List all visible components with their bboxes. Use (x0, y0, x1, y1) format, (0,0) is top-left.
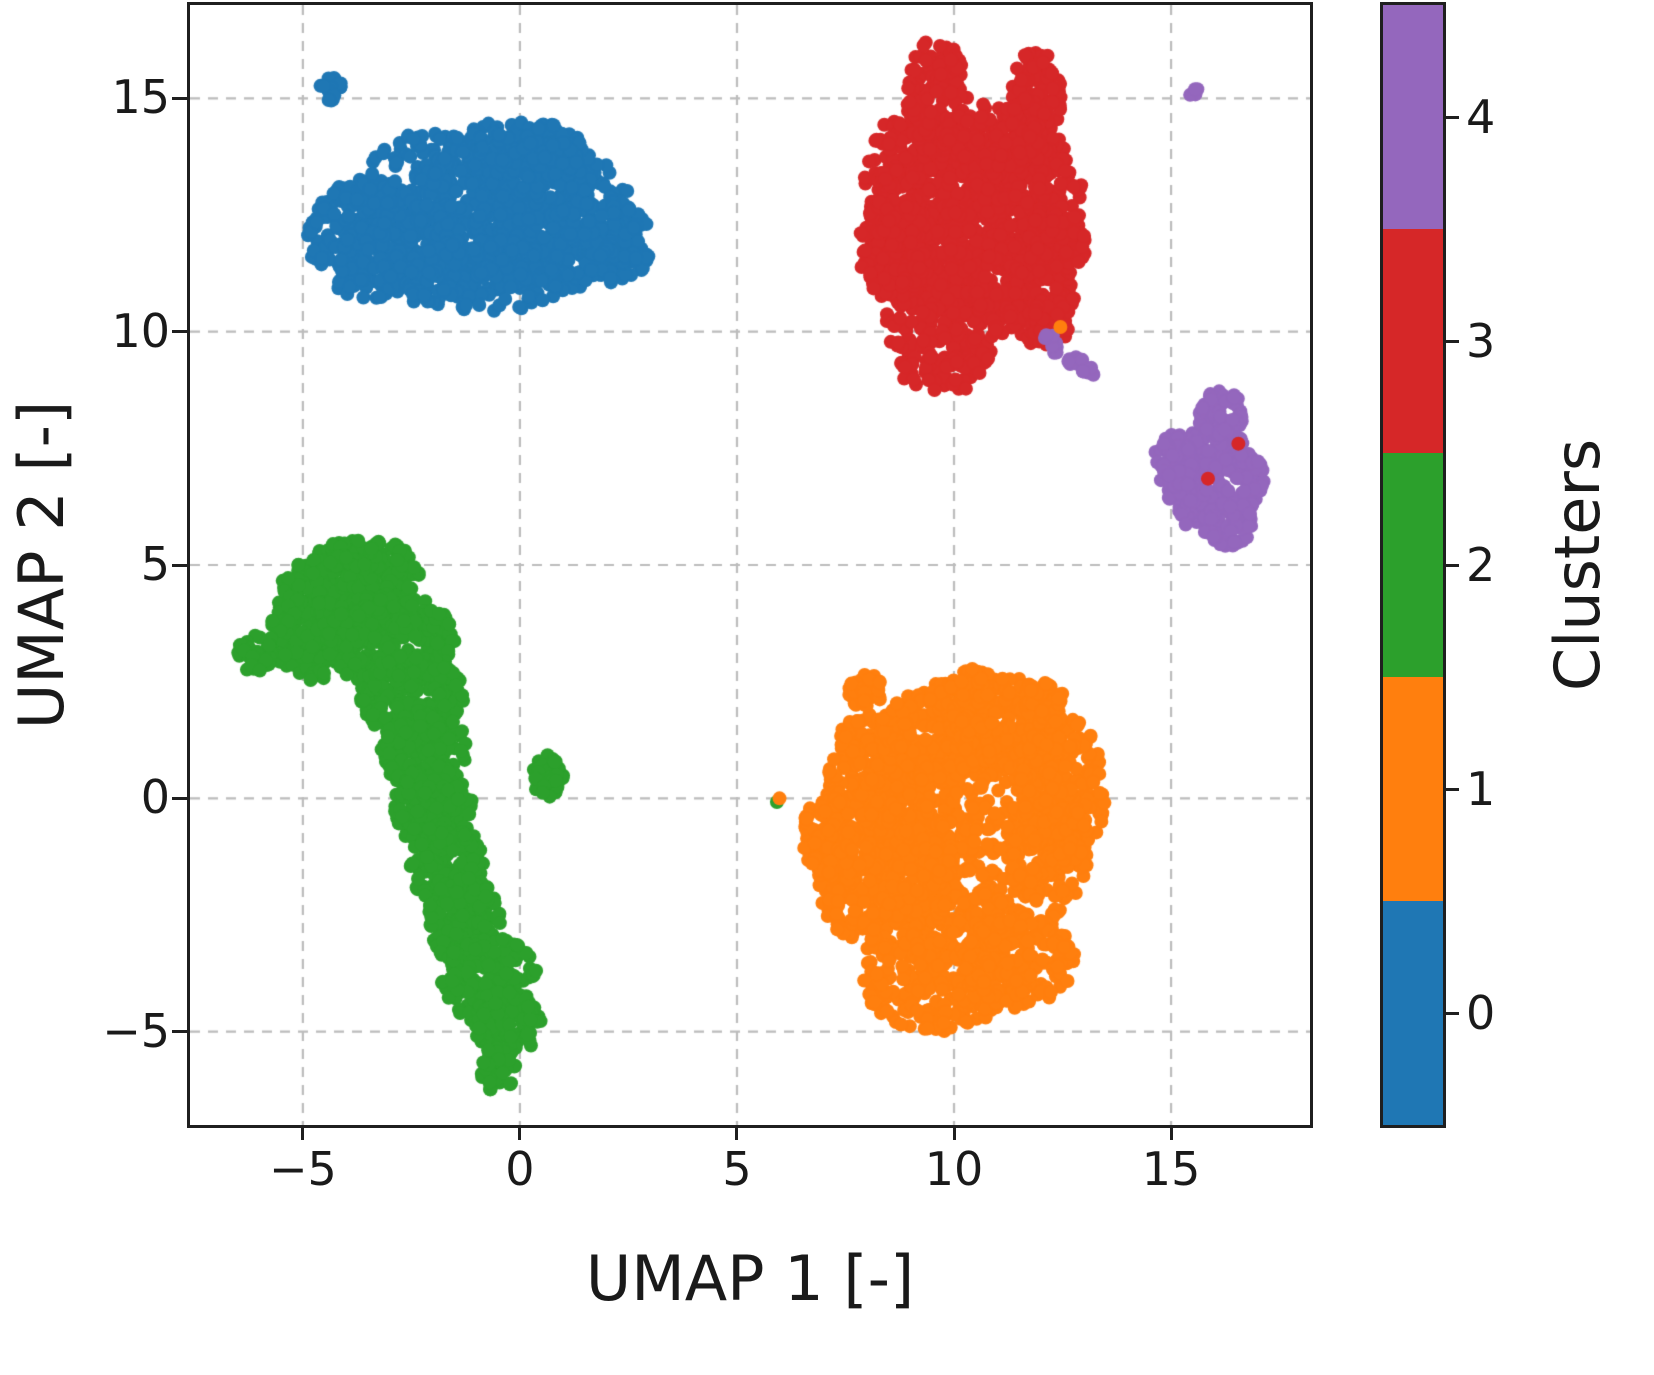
y-tick-mark (172, 796, 187, 800)
y-tick-label: 0 (140, 770, 170, 825)
colorbar-tick-label: 2 (1466, 538, 1496, 592)
colorbar-tick-label: 3 (1466, 314, 1496, 368)
x-tick-label: 5 (722, 1142, 752, 1196)
colorbar-segment-1 (1383, 677, 1443, 901)
colorbar-label: Clusters (1541, 438, 1614, 692)
colorbar-tick-label: 0 (1466, 986, 1496, 1040)
colorbar-tick-label: 4 (1466, 90, 1496, 144)
colorbar-segment-2 (1383, 453, 1443, 677)
y-tick-mark (172, 330, 187, 334)
y-tick-label: 15 (111, 70, 170, 125)
y-tick-mark (172, 1030, 187, 1034)
x-tick-label: 15 (1141, 1142, 1201, 1196)
y-tick-mark (172, 563, 187, 567)
colorbar-tick-mark (1446, 787, 1459, 791)
x-tick-mark (301, 1125, 305, 1140)
colorbar-segment-0 (1383, 901, 1443, 1125)
x-tick-mark (1169, 1125, 1173, 1140)
colorbar-tick-mark (1446, 563, 1459, 567)
colorbar-segment-4 (1383, 5, 1443, 229)
scatter-canvas (190, 5, 1310, 1125)
colorbar-segment-3 (1383, 229, 1443, 453)
colorbar-tick-mark (1446, 115, 1459, 119)
colorbar-tick-mark (1446, 1011, 1459, 1015)
x-axis-label: UMAP 1 [-] (585, 1242, 915, 1315)
x-tick-mark (735, 1125, 739, 1140)
y-tick-label: −5 (102, 1003, 170, 1058)
colorbar-tick-label: 1 (1466, 762, 1496, 816)
x-tick-label: 0 (505, 1142, 535, 1196)
y-tick-label: 5 (140, 537, 170, 592)
x-tick-label: −5 (268, 1142, 337, 1196)
x-tick-mark (952, 1125, 956, 1140)
colorbar (1380, 2, 1446, 1128)
x-tick-mark (518, 1125, 522, 1140)
y-tick-mark (172, 96, 187, 100)
y-tick-label: 10 (111, 303, 170, 358)
colorbar-tick-mark (1446, 339, 1459, 343)
x-tick-label: 10 (924, 1142, 984, 1196)
